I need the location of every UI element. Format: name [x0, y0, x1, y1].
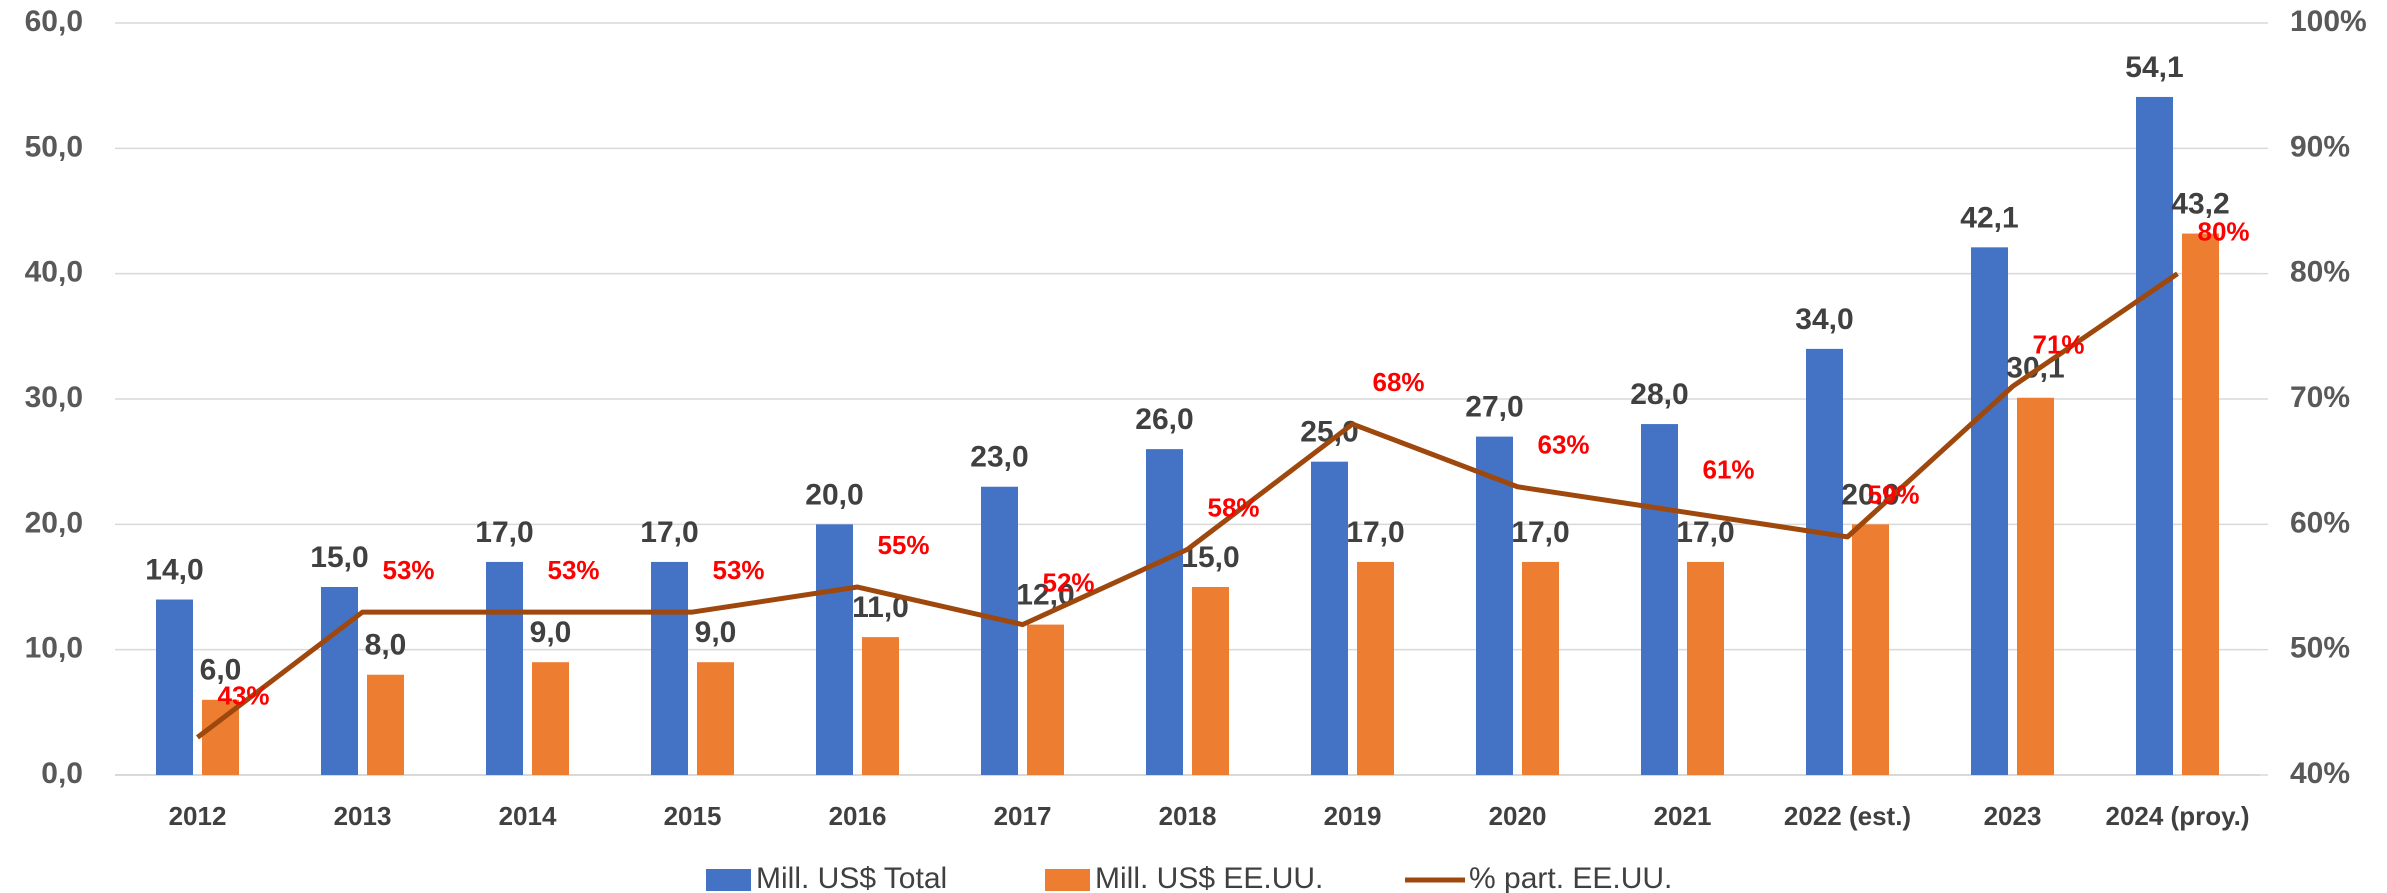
- bar: [367, 674, 404, 775]
- bar: [2136, 96, 2173, 776]
- pct-label: 53%: [548, 555, 600, 585]
- data-label: 17,0: [475, 516, 533, 549]
- legend-label: Mill. US$ EE.UU.: [1095, 862, 1323, 893]
- y-tick-label: 0,0: [41, 757, 83, 790]
- bar: [1971, 247, 2008, 775]
- bar: [1146, 449, 1183, 775]
- legend-swatch: [706, 869, 751, 891]
- bar: [1641, 424, 1678, 775]
- y2-tick-label: 90%: [2290, 130, 2350, 163]
- data-label: 34,0: [1795, 303, 1853, 336]
- x-tick-label: 2022 (est.): [1784, 801, 1911, 831]
- legend-swatch: [1045, 869, 1090, 891]
- x-tick-label: 2012: [169, 801, 227, 831]
- bar: [1852, 524, 1889, 775]
- data-label: 17,0: [1346, 516, 1404, 549]
- data-label: 23,0: [970, 441, 1028, 474]
- y-tick-label: 10,0: [25, 632, 83, 665]
- data-label: 42,1: [1960, 201, 2018, 234]
- bar: [1192, 587, 1229, 775]
- data-label: 17,0: [1676, 516, 1734, 549]
- x-tick-label: 2019: [1324, 801, 1382, 831]
- bar: [1476, 436, 1513, 775]
- y-tick-label: 50,0: [25, 130, 83, 163]
- bar: [697, 662, 734, 775]
- bar: [2017, 397, 2054, 775]
- pct-label: 53%: [383, 555, 435, 585]
- pct-label: 80%: [2198, 217, 2250, 247]
- data-label: 6,0: [200, 654, 242, 687]
- pct-label: 68%: [1373, 367, 1425, 397]
- x-tick-label: 2021: [1654, 801, 1712, 831]
- bar: [1687, 561, 1724, 775]
- bar: [2182, 233, 2219, 775]
- bar: [816, 524, 853, 775]
- x-tick-label: 2014: [499, 801, 557, 831]
- legend-label: Mill. US$ Total: [756, 862, 947, 893]
- data-label: 8,0: [365, 629, 407, 662]
- data-label: 26,0: [1135, 403, 1193, 436]
- data-label: 17,0: [1511, 516, 1569, 549]
- x-tick-label: 2013: [334, 801, 392, 831]
- y2-tick-label: 50%: [2290, 632, 2350, 665]
- data-label: 54,1: [2125, 51, 2183, 84]
- x-tick-label: 2015: [664, 801, 722, 831]
- bar: [321, 587, 358, 775]
- y-tick-label: 40,0: [25, 256, 83, 289]
- y2-tick-label: 40%: [2290, 757, 2350, 790]
- pct-label: 59%: [1868, 480, 1920, 510]
- data-label: 9,0: [530, 616, 572, 649]
- data-label: 43,2: [2171, 187, 2229, 220]
- y-tick-label: 60,0: [25, 5, 83, 38]
- pct-label: 55%: [878, 530, 930, 560]
- y-tick-label: 30,0: [25, 381, 83, 414]
- pct-label: 43%: [218, 680, 270, 710]
- data-label: 27,0: [1465, 391, 1523, 424]
- bar: [1357, 561, 1394, 775]
- bar: [862, 637, 899, 775]
- data-label: 20,0: [805, 478, 863, 511]
- data-label: 20,0: [1841, 478, 1899, 511]
- y-tick-label: 20,0: [25, 506, 83, 539]
- bar: [1027, 624, 1064, 775]
- data-label: 28,0: [1630, 378, 1688, 411]
- x-tick-label: 2016: [829, 801, 887, 831]
- pct-label: 61%: [1703, 455, 1755, 485]
- bar: [1806, 348, 1843, 775]
- y2-tick-label: 70%: [2290, 381, 2350, 414]
- bar: [156, 599, 193, 775]
- x-tick-label: 2020: [1489, 801, 1547, 831]
- bar: [1311, 461, 1348, 775]
- line: [195, 271, 2179, 740]
- y2-tick-label: 60%: [2290, 506, 2350, 539]
- bar: [532, 662, 569, 775]
- x-tick-label: 2018: [1159, 801, 1217, 831]
- y2-tick-label: 100%: [2290, 5, 2367, 38]
- x-tick-label: 2024 (proy.): [2105, 801, 2249, 831]
- legend-label: % part. EE.UU.: [1469, 862, 1672, 893]
- pct-label: 71%: [2033, 329, 2085, 359]
- bar: [1522, 561, 1559, 775]
- y2-tick-label: 80%: [2290, 256, 2350, 289]
- bar: [981, 486, 1018, 775]
- x-tick-label: 2017: [994, 801, 1052, 831]
- pct-label: 58%: [1208, 492, 1260, 522]
- data-label: 15,0: [310, 541, 368, 574]
- bar: [486, 561, 523, 775]
- pct-label: 63%: [1538, 430, 1590, 460]
- data-label: 14,0: [145, 553, 203, 586]
- x-tick-label: 2023: [1984, 801, 2042, 831]
- data-label: 9,0: [695, 616, 737, 649]
- pct-label: 53%: [713, 555, 765, 585]
- data-label: 17,0: [640, 516, 698, 549]
- pct-label: 52%: [1043, 567, 1095, 597]
- bar: [651, 561, 688, 775]
